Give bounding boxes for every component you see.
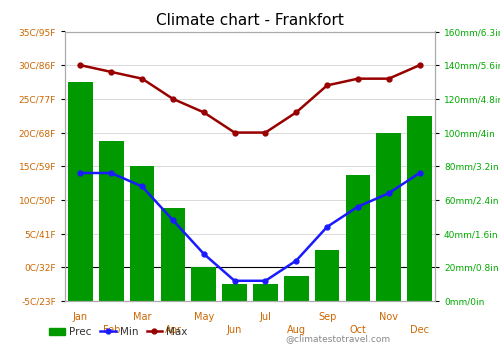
Text: Nov: Nov <box>380 312 398 322</box>
Text: Sep: Sep <box>318 312 336 322</box>
Bar <box>160 208 186 301</box>
Text: Oct: Oct <box>350 325 366 335</box>
Text: Jan: Jan <box>73 312 88 322</box>
Legend: Prec, Min, Max: Prec, Min, Max <box>45 323 192 341</box>
Text: Apr: Apr <box>164 325 182 335</box>
Bar <box>284 276 308 301</box>
Text: Aug: Aug <box>287 325 306 335</box>
Bar <box>192 267 216 301</box>
Bar <box>346 175 370 301</box>
Text: Jun: Jun <box>227 325 242 335</box>
Bar <box>99 141 124 301</box>
Bar <box>222 284 247 301</box>
Text: Dec: Dec <box>410 325 429 335</box>
Text: Jul: Jul <box>260 312 272 322</box>
Text: Feb: Feb <box>102 325 120 335</box>
Text: Mar: Mar <box>133 312 152 322</box>
Text: May: May <box>194 312 214 322</box>
Bar <box>315 251 340 301</box>
Bar <box>407 116 432 301</box>
Bar <box>253 284 278 301</box>
Bar <box>376 133 401 301</box>
Text: @climatestotravel.com: @climatestotravel.com <box>285 334 390 343</box>
Bar <box>130 166 154 301</box>
Bar <box>68 82 93 301</box>
Title: Climate chart - Frankfort: Climate chart - Frankfort <box>156 13 344 28</box>
